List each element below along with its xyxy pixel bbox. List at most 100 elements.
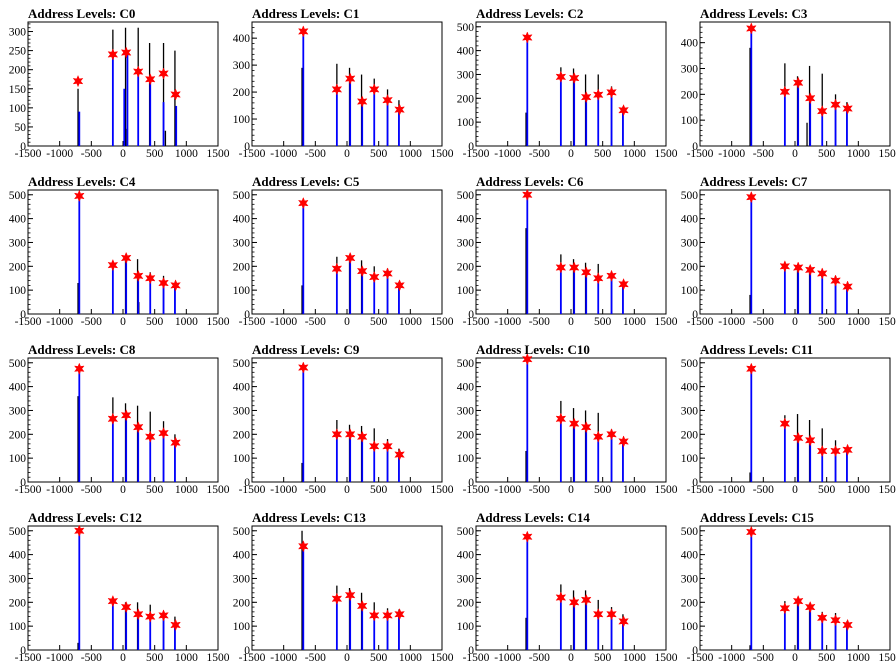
- x-tick-label: -1000: [718, 484, 745, 496]
- x-tick-label: -1000: [270, 316, 297, 328]
- x-tick-label: 1500: [655, 652, 678, 664]
- y-tick-label: 100: [233, 453, 251, 465]
- y-tick-label: 500: [681, 526, 699, 538]
- star-marker: [144, 430, 156, 443]
- panel-title: Address Levels: C15: [700, 510, 814, 525]
- y-tick-label: 400: [233, 33, 251, 45]
- y-tick-label: 100: [457, 285, 475, 297]
- x-tick-label: 1500: [207, 316, 230, 328]
- plot-frame: [27, 525, 219, 651]
- star-marker: [568, 596, 580, 609]
- star-marker: [816, 267, 828, 280]
- panel-title: Address Levels: C7: [700, 174, 808, 189]
- x-tick-label: 1000: [847, 484, 870, 496]
- star-marker: [107, 48, 119, 61]
- y-tick-label: 100: [457, 453, 475, 465]
- plot-frame: [27, 189, 219, 315]
- star-marker: [842, 102, 853, 115]
- x-tick-label: 500: [370, 316, 388, 328]
- y-tick-label: 300: [233, 60, 251, 72]
- x-tick-label: -1500: [15, 316, 42, 328]
- star-marker: [779, 260, 791, 273]
- x-tick-label: 0: [344, 652, 350, 664]
- x-tick-label: 1000: [847, 316, 870, 328]
- star-marker: [804, 600, 816, 614]
- y-tick-label: 200: [9, 429, 27, 441]
- y-tick-label: 100: [233, 285, 251, 297]
- star-marker: [382, 440, 393, 453]
- star-marker: [521, 188, 533, 201]
- x-tick-label: 0: [792, 484, 798, 496]
- star-marker: [368, 270, 380, 284]
- x-tick-label: -1000: [46, 148, 73, 160]
- panel-title: Address Levels: C8: [28, 342, 136, 357]
- y-tick-label: 300: [681, 237, 699, 249]
- y-tick-label: 200: [233, 597, 251, 609]
- y-tick-label: 200: [457, 597, 475, 609]
- x-tick-label: -500: [529, 484, 550, 496]
- star-marker: [618, 278, 629, 291]
- y-tick-label: 0: [20, 477, 26, 489]
- x-tick-label: -1000: [46, 652, 73, 664]
- histogram-plot: 0 100 200 300 400 500 -1500 -1000 -500 0 500 1000 15…: [9, 357, 230, 496]
- y-tick-label: 500: [9, 526, 27, 538]
- x-tick-label: 500: [594, 484, 612, 496]
- x-tick-label: -1000: [270, 148, 297, 160]
- x-tick-label: -500: [753, 148, 774, 160]
- y-tick-label: 200: [233, 87, 251, 99]
- star-marker: [120, 409, 132, 422]
- x-tick-label: -500: [529, 652, 550, 664]
- x-tick-label: 0: [120, 652, 126, 664]
- x-tick-label: -1500: [239, 652, 266, 664]
- y-tick-label: 150: [9, 84, 27, 96]
- y-tick-label: 400: [457, 550, 475, 562]
- star-marker: [804, 263, 816, 277]
- y-tick-label: 200: [457, 429, 475, 441]
- star-marker: [606, 86, 617, 99]
- star-marker: [158, 67, 169, 80]
- star-marker: [555, 591, 567, 604]
- plot-frame: [475, 189, 667, 315]
- y-tick-label: 200: [9, 597, 27, 609]
- star-marker: [816, 444, 828, 458]
- histogram-panel: 0 100 200 300 400 500 -1500 -1000 -500 0 500 1000 15…: [448, 0, 678, 168]
- y-tick-label: 400: [681, 214, 699, 226]
- histogram-plot: 0 100 200 300 400 500 -1500 -1000 -500 0 500 1000 15…: [681, 525, 896, 664]
- x-tick-label: 1000: [175, 484, 198, 496]
- y-tick-label: 200: [681, 429, 699, 441]
- panel-title: Address Levels: C6: [476, 174, 584, 189]
- y-tick-label: 100: [233, 621, 251, 633]
- y-tick-label: 100: [233, 114, 251, 126]
- star-marker: [521, 31, 533, 44]
- y-tick-label: 500: [457, 526, 475, 538]
- star-marker: [344, 588, 356, 602]
- star-marker: [382, 267, 393, 280]
- x-tick-label: 1500: [879, 316, 896, 328]
- histogram-plot: 0 100 200 300 400 500 -1500 -1000 -500 0 500 1000 15…: [233, 189, 454, 328]
- x-tick-label: 0: [792, 148, 798, 160]
- x-tick-label: 500: [818, 484, 836, 496]
- x-tick-label: -500: [753, 652, 774, 664]
- y-tick-label: 100: [457, 117, 475, 129]
- plot-frame: [475, 525, 667, 651]
- star-marker: [394, 103, 405, 116]
- star-marker: [792, 261, 804, 274]
- plot-frame: [699, 189, 891, 315]
- star-marker: [331, 262, 343, 275]
- x-tick-label: -1500: [687, 148, 714, 160]
- star-marker: [555, 412, 567, 425]
- y-tick-label: 100: [9, 621, 27, 633]
- y-tick-label: 300: [9, 237, 27, 249]
- x-tick-label: -500: [529, 316, 550, 328]
- star-marker: [555, 261, 567, 274]
- x-tick-label: 1500: [655, 484, 678, 496]
- histogram-plot: 0 100 200 300 400 -1500 -1000 -500 0 500 1000 1500: [233, 21, 454, 160]
- y-tick-label: 400: [233, 382, 251, 394]
- x-tick-label: -1500: [463, 652, 490, 664]
- star-marker: [792, 76, 804, 89]
- y-tick-label: 0: [468, 477, 474, 489]
- star-marker: [356, 599, 368, 613]
- histogram-panel: 0 50 100 150 200 250 300 -1500 -1000 -500 0 500 1000…: [0, 0, 230, 168]
- x-tick-label: 1000: [399, 484, 422, 496]
- y-tick-label: 500: [233, 190, 251, 202]
